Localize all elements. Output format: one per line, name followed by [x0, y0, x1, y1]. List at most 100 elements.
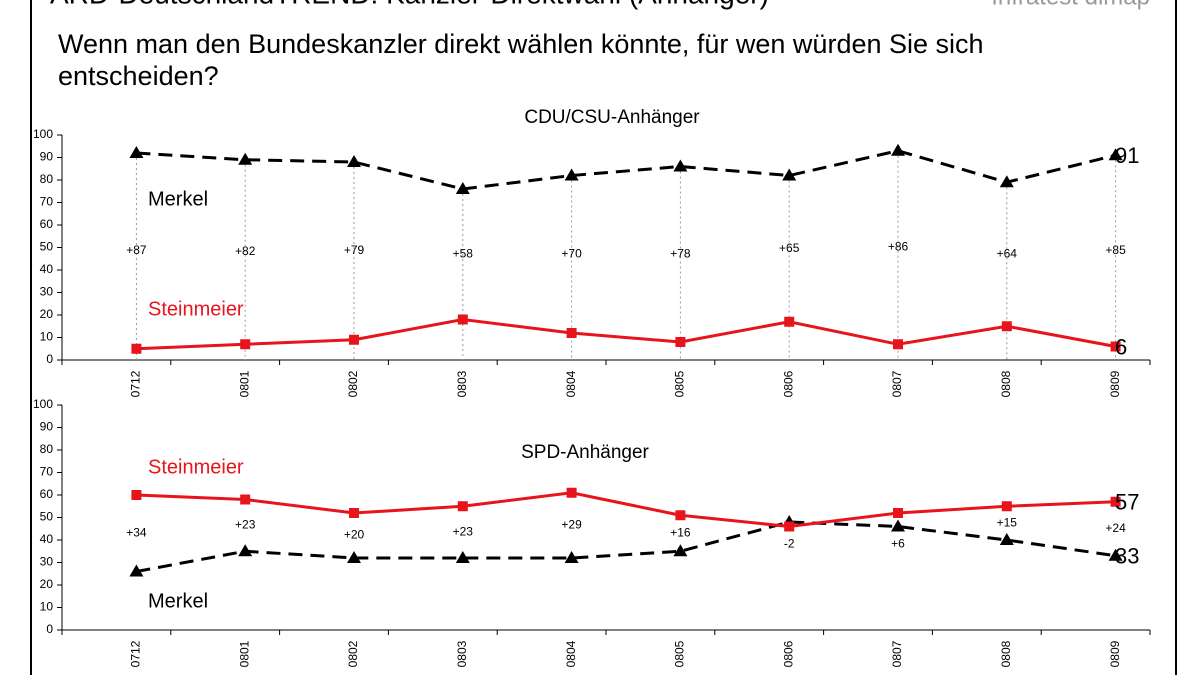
marker — [455, 182, 470, 194]
difference-label: +78 — [670, 246, 691, 260]
legend-label: Steinmeier — [148, 456, 244, 478]
marker — [131, 343, 142, 354]
marker — [784, 316, 795, 327]
difference-label: +86 — [888, 240, 909, 254]
frame — [30, 0, 1177, 675]
x-tick-label: 0712 — [129, 370, 143, 397]
marker — [566, 487, 577, 498]
difference-label: -2 — [784, 537, 795, 551]
difference-label: +29 — [561, 518, 582, 532]
y-tick-label: 10 — [40, 600, 54, 614]
x-tick-label: 0801 — [237, 370, 251, 397]
y-tick-label: 70 — [40, 465, 54, 479]
marker — [1110, 496, 1121, 507]
y-tick-label: 90 — [40, 150, 54, 164]
x-tick-label: 0801 — [237, 640, 251, 667]
marker — [240, 339, 251, 350]
difference-label: +24 — [1105, 521, 1126, 535]
y-tick-label: 40 — [40, 262, 54, 276]
x-tick-label: 0804 — [564, 640, 578, 667]
x-tick-label: 0809 — [1108, 640, 1122, 667]
x-tick-label: 0808 — [999, 370, 1013, 397]
difference-label: +15 — [997, 515, 1018, 529]
end-label: 91 — [1115, 143, 1139, 168]
legend-label: Merkel — [148, 590, 208, 612]
marker — [240, 494, 251, 505]
difference-label: +58 — [453, 246, 474, 260]
chart-title: SPD-Anhänger — [521, 442, 649, 463]
marker — [784, 521, 795, 532]
y-tick-label: 100 — [33, 127, 53, 141]
y-tick-label: 10 — [40, 330, 54, 344]
difference-label: +82 — [235, 244, 256, 258]
difference-label: +79 — [344, 243, 365, 257]
marker — [893, 508, 903, 518]
marker — [129, 146, 144, 158]
source: Infratest dimap — [991, 0, 1150, 10]
marker — [673, 544, 688, 557]
y-tick-label: 20 — [40, 577, 54, 591]
y-tick-label: 20 — [40, 307, 54, 321]
difference-label: +87 — [126, 243, 147, 257]
y-tick-label: 80 — [40, 172, 54, 186]
marker — [891, 519, 905, 532]
end-label: 6 — [1115, 334, 1127, 359]
marker — [675, 337, 686, 347]
marker — [129, 564, 144, 577]
marker — [1108, 548, 1123, 561]
marker — [891, 143, 905, 156]
y-tick-label: 30 — [40, 285, 54, 299]
end-label: 57 — [1115, 490, 1139, 515]
x-tick-label: 0807 — [890, 370, 904, 397]
y-tick-label: 80 — [40, 442, 54, 456]
x-tick-label: 0806 — [781, 370, 795, 397]
y-tick-label: 0 — [46, 352, 53, 366]
x-tick-label: 0805 — [673, 640, 687, 667]
y-tick-label: 30 — [40, 555, 54, 569]
series-line — [136, 520, 1116, 573]
marker — [999, 533, 1014, 545]
x-tick-label: 0805 — [673, 370, 687, 397]
marker — [347, 155, 361, 167]
marker — [349, 334, 359, 345]
y-tick-label: 40 — [40, 532, 54, 546]
difference-label: +23 — [453, 524, 474, 538]
y-tick-label: 60 — [40, 487, 54, 501]
x-tick-label: 0808 — [999, 640, 1013, 667]
difference-label: +16 — [670, 525, 691, 539]
x-tick-label: 0807 — [890, 640, 904, 667]
y-tick-label: 50 — [40, 240, 54, 254]
y-tick-label: 70 — [40, 195, 54, 209]
x-tick-label: 0802 — [346, 370, 360, 397]
marker — [238, 544, 253, 557]
difference-label: +64 — [997, 246, 1018, 260]
marker — [238, 152, 253, 165]
marker — [1108, 148, 1123, 161]
y-tick-label: 60 — [40, 217, 54, 231]
x-tick-label: 0802 — [346, 640, 360, 667]
marker — [131, 490, 142, 500]
x-tick-label: 0806 — [781, 640, 795, 667]
difference-label: +6 — [891, 537, 905, 551]
marker — [564, 168, 579, 181]
difference-label: +70 — [561, 246, 582, 260]
chart-title: CDU/CSU-Anhänger — [524, 107, 700, 128]
x-tick-label: 0712 — [129, 640, 143, 667]
difference-label: +34 — [126, 525, 147, 539]
difference-label: +20 — [344, 528, 365, 542]
question: Wenn man den Bundeskanzler direkt wählen… — [58, 29, 984, 91]
marker — [1110, 341, 1121, 352]
difference-label: +23 — [235, 518, 256, 532]
series-line — [136, 149, 1116, 191]
y-tick-label: 50 — [40, 510, 54, 524]
marker — [1001, 321, 1012, 332]
marker — [347, 551, 361, 563]
x-tick-label: 0804 — [564, 370, 578, 397]
marker — [1001, 501, 1012, 512]
y-tick-label: 100 — [33, 397, 53, 411]
legend-label: Steinmeier — [148, 298, 244, 320]
y-tick-label: 90 — [40, 420, 54, 434]
marker — [564, 551, 579, 563]
